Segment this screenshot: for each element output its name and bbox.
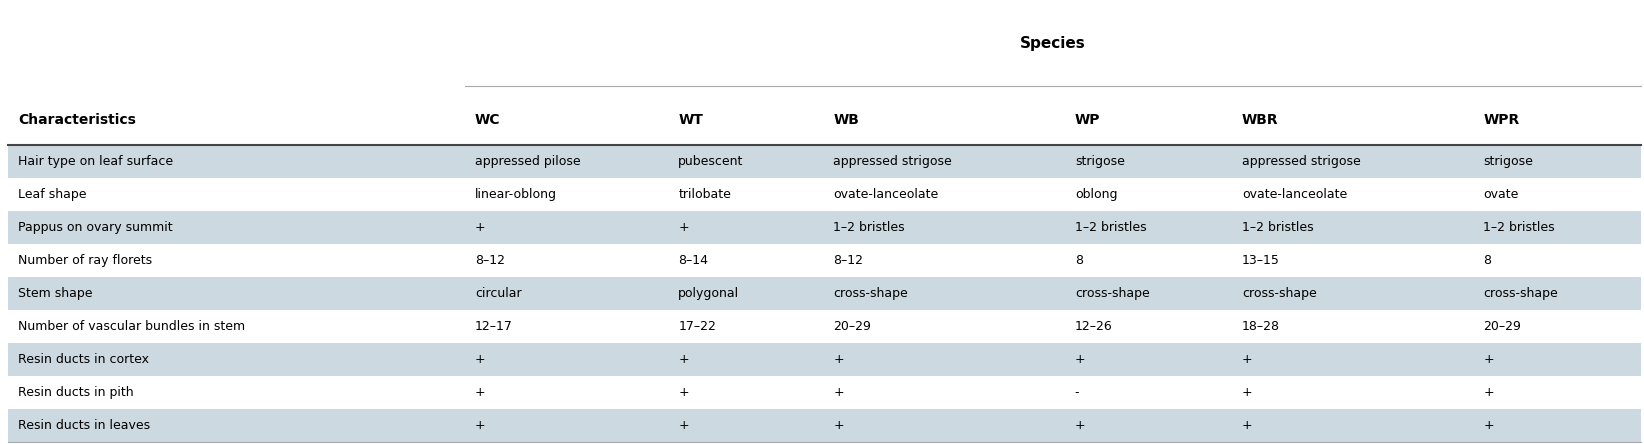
Text: +: + xyxy=(834,419,843,432)
Bar xyxy=(8,277,1641,310)
Text: WP: WP xyxy=(1075,113,1100,127)
Text: pubescent: pubescent xyxy=(679,155,743,168)
Text: +: + xyxy=(679,221,689,234)
Text: WT: WT xyxy=(679,113,704,127)
Text: polygonal: polygonal xyxy=(679,287,740,300)
Text: +: + xyxy=(679,353,689,366)
Text: strigose: strigose xyxy=(1075,155,1124,168)
Text: +: + xyxy=(679,419,689,432)
Text: +: + xyxy=(1483,386,1494,399)
Bar xyxy=(8,178,1641,211)
Text: 1–2 bristles: 1–2 bristles xyxy=(1483,221,1555,234)
Bar xyxy=(8,145,1641,178)
Text: 20–29: 20–29 xyxy=(834,320,871,333)
Text: Hair type on leaf surface: Hair type on leaf surface xyxy=(18,155,173,168)
Text: Resin ducts in leaves: Resin ducts in leaves xyxy=(18,419,150,432)
Text: oblong: oblong xyxy=(1075,188,1118,201)
Text: +: + xyxy=(834,386,843,399)
Text: +: + xyxy=(1075,353,1085,366)
Text: +: + xyxy=(475,386,485,399)
Text: appressed pilose: appressed pilose xyxy=(475,155,580,168)
Text: 1–2 bristles: 1–2 bristles xyxy=(1075,221,1146,234)
Text: +: + xyxy=(1241,419,1253,432)
Text: appressed strigose: appressed strigose xyxy=(1241,155,1361,168)
Text: 17–22: 17–22 xyxy=(679,320,717,333)
Text: 13–15: 13–15 xyxy=(1241,254,1281,267)
Text: circular: circular xyxy=(475,287,521,300)
Text: ovate-lanceolate: ovate-lanceolate xyxy=(1241,188,1348,201)
Text: appressed strigose: appressed strigose xyxy=(834,155,952,168)
Text: +: + xyxy=(679,386,689,399)
Text: cross-shape: cross-shape xyxy=(834,287,907,300)
Text: 8: 8 xyxy=(1075,254,1083,267)
Text: +: + xyxy=(1075,419,1085,432)
Text: +: + xyxy=(475,221,485,234)
Text: Leaf shape: Leaf shape xyxy=(18,188,87,201)
Text: 20–29: 20–29 xyxy=(1483,320,1521,333)
Text: Resin ducts in pith: Resin ducts in pith xyxy=(18,386,133,399)
Text: 1–2 bristles: 1–2 bristles xyxy=(1241,221,1314,234)
Text: ovate-lanceolate: ovate-lanceolate xyxy=(834,188,939,201)
Bar xyxy=(8,310,1641,343)
Text: cross-shape: cross-shape xyxy=(1075,287,1149,300)
Text: -: - xyxy=(1075,386,1080,399)
Bar xyxy=(8,409,1641,442)
Bar xyxy=(8,2,1641,95)
Text: 12–17: 12–17 xyxy=(475,320,513,333)
Text: WBR: WBR xyxy=(1241,113,1279,127)
Text: +: + xyxy=(1241,386,1253,399)
Text: Pappus on ovary summit: Pappus on ovary summit xyxy=(18,221,173,234)
Bar xyxy=(8,244,1641,277)
Bar xyxy=(8,376,1641,409)
Text: Characteristics: Characteristics xyxy=(18,113,136,127)
Text: 8–12: 8–12 xyxy=(834,254,863,267)
Text: WC: WC xyxy=(475,113,500,127)
Text: linear-oblong: linear-oblong xyxy=(475,188,557,201)
Text: Resin ducts in cortex: Resin ducts in cortex xyxy=(18,353,150,366)
Text: 8: 8 xyxy=(1483,254,1491,267)
Bar xyxy=(8,211,1641,244)
Text: +: + xyxy=(1483,419,1494,432)
Text: Number of ray florets: Number of ray florets xyxy=(18,254,153,267)
Text: +: + xyxy=(475,419,485,432)
Text: +: + xyxy=(1241,353,1253,366)
Text: strigose: strigose xyxy=(1483,155,1534,168)
Text: 12–26: 12–26 xyxy=(1075,320,1113,333)
Text: +: + xyxy=(834,353,843,366)
Text: +: + xyxy=(1483,353,1494,366)
Text: WB: WB xyxy=(834,113,860,127)
Text: 1–2 bristles: 1–2 bristles xyxy=(834,221,906,234)
Text: 18–28: 18–28 xyxy=(1241,320,1281,333)
Text: Species: Species xyxy=(1019,36,1085,52)
Bar xyxy=(8,95,1641,145)
Text: Stem shape: Stem shape xyxy=(18,287,92,300)
Bar xyxy=(8,343,1641,376)
Text: +: + xyxy=(475,353,485,366)
Text: ovate: ovate xyxy=(1483,188,1519,201)
Text: 8–14: 8–14 xyxy=(679,254,709,267)
Text: WPR: WPR xyxy=(1483,113,1519,127)
Text: 8–12: 8–12 xyxy=(475,254,505,267)
Text: Number of vascular bundles in stem: Number of vascular bundles in stem xyxy=(18,320,245,333)
Text: cross-shape: cross-shape xyxy=(1483,287,1559,300)
Text: cross-shape: cross-shape xyxy=(1241,287,1317,300)
Text: trilobate: trilobate xyxy=(679,188,732,201)
